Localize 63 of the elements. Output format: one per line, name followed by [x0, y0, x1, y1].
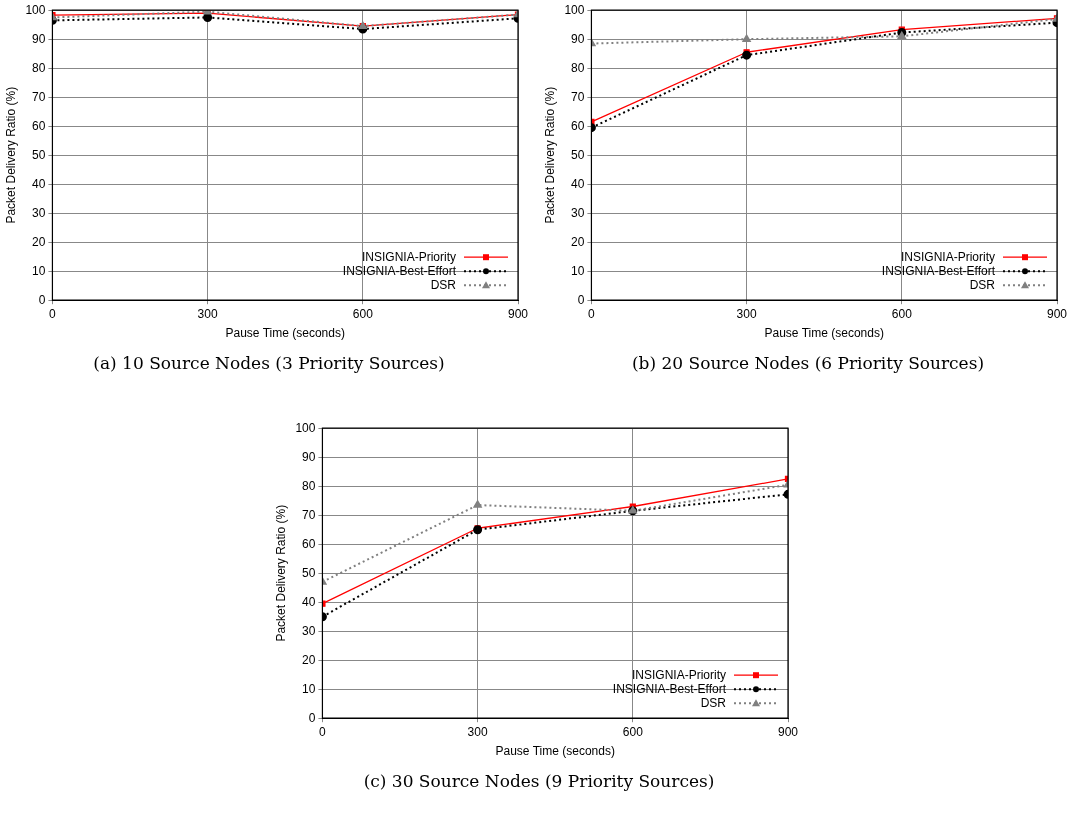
x-tick-label: 0: [49, 306, 57, 321]
y-tick-label: 20: [32, 234, 46, 249]
legend-label: DSR: [430, 277, 457, 292]
y-tick-label: 80: [32, 60, 46, 75]
y-tick-label: 20: [571, 234, 585, 249]
text: (c) 30 Source Nodes (9 Priority Sources): [362, 771, 716, 791]
x-tick-label: 300: [467, 724, 488, 739]
legend-label: DSR: [700, 695, 727, 710]
y-tick-label: 70: [571, 89, 585, 104]
y-tick-label: 40: [571, 176, 585, 191]
y-axis-title: Packet Delivery Ratio (%): [3, 86, 18, 224]
y-tick-label: 60: [302, 536, 316, 551]
x-tick-label: 300: [736, 306, 757, 321]
y-tick-label: 40: [302, 594, 316, 609]
x-axis-title: Pause Time (seconds): [764, 326, 884, 341]
y-tick-label: 70: [32, 89, 46, 104]
legend-label: INSIGNIA-Priority: [361, 249, 456, 264]
x-tick-label: 900: [777, 724, 799, 739]
x-axis-title: Pause Time (seconds): [495, 744, 615, 759]
y-tick-label: 100: [25, 2, 46, 17]
legend-label: INSIGNIA-Priority: [631, 667, 726, 682]
y-tick-label: 40: [32, 176, 46, 191]
y-tick-label: 50: [571, 147, 585, 162]
y-tick-label: 0: [308, 710, 316, 725]
legend-label: INSIGNIA-Best-Effort: [881, 263, 996, 278]
y-tick-label: 100: [295, 420, 316, 435]
y-tick-label: 30: [32, 205, 46, 220]
y-tick-label: 30: [302, 623, 316, 638]
y-tick-label: 80: [571, 60, 585, 75]
y-tick-label: 60: [32, 118, 46, 133]
y-tick-label: 10: [302, 681, 316, 696]
y-tick-label: 30: [571, 205, 585, 220]
y-tick-label: 100: [564, 2, 585, 17]
legend-label: INSIGNIA-Best-Effort: [612, 681, 727, 696]
x-tick-label: 300: [197, 306, 218, 321]
y-tick-label: 0: [577, 292, 585, 307]
text: (a) 10 Source Nodes (3 Priority Sources): [92, 353, 446, 373]
x-tick-label: 900: [507, 306, 529, 321]
y-tick-label: 90: [302, 449, 316, 464]
x-tick-label: 600: [352, 306, 374, 321]
text: (b) 20 Source Nodes (6 Priority Sources): [630, 353, 986, 373]
x-axis-title: Pause Time (seconds): [225, 326, 345, 341]
y-tick-label: 10: [32, 263, 46, 278]
y-tick-label: 10: [571, 263, 585, 278]
legend-label: INSIGNIA-Priority: [900, 249, 995, 264]
y-tick-label: 70: [302, 507, 316, 522]
y-tick-label: 80: [302, 478, 316, 493]
y-tick-label: 0: [38, 292, 46, 307]
y-axis-title: Packet Delivery Ratio (%): [542, 86, 557, 224]
y-tick-label: 20: [302, 652, 316, 667]
y-tick-label: 60: [571, 118, 585, 133]
x-tick-label: 0: [588, 306, 596, 321]
legend-label: DSR: [969, 277, 996, 292]
x-tick-label: 900: [1046, 306, 1068, 321]
x-tick-label: 600: [622, 724, 644, 739]
x-tick-label: 600: [891, 306, 913, 321]
y-tick-label: 90: [571, 31, 585, 46]
y-tick-label: 50: [302, 565, 316, 580]
y-tick-label: 90: [32, 31, 46, 46]
y-axis-title: Packet Delivery Ratio (%): [273, 504, 288, 642]
y-tick-label: 50: [32, 147, 46, 162]
legend-label: INSIGNIA-Best-Effort: [342, 263, 457, 278]
x-tick-label: 0: [319, 724, 327, 739]
